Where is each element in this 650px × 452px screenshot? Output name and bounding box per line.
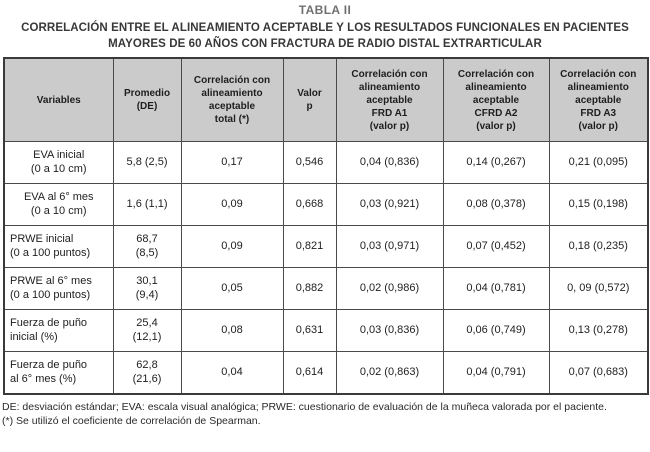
cell-variable: PRWE inicial (0 a 100 puntos) <box>3 225 114 268</box>
table-row-eva-6-mes: EVA al 6° mes (0 a 10 cm) 1,6 (1,1) 0,09… <box>3 183 649 226</box>
cell-valor-p: 0,546 <box>282 141 337 184</box>
table-body: EVA inicial (0 a 10 cm) 5,8 (2,5) 0,17 0… <box>3 141 649 395</box>
table-row-eva-inicial: EVA inicial (0 a 10 cm) 5,8 (2,5) 0,17 0… <box>3 141 649 184</box>
cell-frd-a1: 0,02 (0,863) <box>335 351 444 395</box>
cell-valor-p: 0,821 <box>282 225 337 268</box>
column-header-cfrd-a2: Correlación con alineamiento aceptable C… <box>442 57 550 142</box>
column-header-correlacion-total: Correlación con alineamiento aceptable t… <box>180 57 284 142</box>
table-number-label: TABLA II <box>298 3 352 17</box>
cell-correlacion-total: 0,17 <box>180 141 284 184</box>
column-header-frd-a1: Correlación con alineamiento aceptable F… <box>335 57 444 142</box>
table-row-fuerza-6-mes: Fuerza de puño al 6° mes (%) 62,8 (21,6)… <box>3 351 649 395</box>
cell-promedio: 5,8 (2,5) <box>112 141 182 184</box>
cell-promedio: 1,6 (1,1) <box>112 183 182 226</box>
correlation-table: Variables Promedio (DE) Correlación con … <box>3 57 649 395</box>
column-header-variables: Variables <box>3 57 114 142</box>
footnotes-block: DE: desviación estándar; EVA: escala vis… <box>2 401 648 428</box>
cell-cfrd-a2: 0,08 (0,378) <box>442 183 550 226</box>
cell-frd-a1: 0,03 (0,836) <box>335 309 444 352</box>
cell-correlacion-total: 0,09 <box>180 225 284 268</box>
cell-frd-a1: 0,03 (0,971) <box>335 225 444 268</box>
cell-cfrd-a2: 0,04 (0,781) <box>442 267 550 310</box>
cell-variable: EVA inicial (0 a 10 cm) <box>3 141 114 184</box>
cell-frd-a1: 0,02 (0,986) <box>335 267 444 310</box>
footnote-abbreviations: DE: desviación estándar; EVA: escala vis… <box>2 401 607 413</box>
column-header-valor-p: Valor p <box>282 57 337 142</box>
cell-promedio: 68,7 (8,5) <box>112 225 182 268</box>
footnote-spearman: (*) Se utilizó el coeficiente de correla… <box>2 414 261 427</box>
cell-variable: Fuerza de puño al 6° mes (%) <box>3 351 114 395</box>
cell-frd-a1: 0,03 (0,921) <box>335 183 444 226</box>
cell-frd-a3: 0,07 (0,683) <box>548 351 649 395</box>
cell-variable: EVA al 6° mes (0 a 10 cm) <box>3 183 114 226</box>
cell-frd-a3: 0,15 (0,198) <box>548 183 649 226</box>
title-block: TABLA II CORRELACIÓN ENTRE EL ALINEAMIEN… <box>0 0 650 52</box>
table-row-prwe-6-mes: PRWE al 6° mes (0 a 100 puntos) 30,1 (9,… <box>3 267 649 310</box>
column-header-frd-a3: Correlación con alineamiento aceptable F… <box>548 57 649 142</box>
cell-cfrd-a2: 0,07 (0,452) <box>442 225 550 268</box>
cell-valor-p: 0,614 <box>282 351 337 395</box>
cell-correlacion-total: 0,09 <box>180 183 284 226</box>
cell-valor-p: 0,631 <box>282 309 337 352</box>
header-row: Variables Promedio (DE) Correlación con … <box>3 57 649 142</box>
cell-correlacion-total: 0,04 <box>180 351 284 395</box>
cell-variable: Fuerza de puño inicial (%) <box>3 309 114 352</box>
cell-cfrd-a2: 0,04 (0,791) <box>442 351 550 395</box>
cell-promedio: 30,1 (9,4) <box>112 267 182 310</box>
table-header: Variables Promedio (DE) Correlación con … <box>3 57 649 142</box>
cell-promedio: 25,4 (12,1) <box>112 309 182 352</box>
cell-correlacion-total: 0,05 <box>180 267 284 310</box>
table-title: CORRELACIÓN ENTRE EL ALINEAMIENTO ACEPTA… <box>21 22 629 50</box>
cell-valor-p: 0,668 <box>282 183 337 226</box>
cell-valor-p: 0,882 <box>282 267 337 310</box>
column-header-promedio: Promedio (DE) <box>112 57 182 142</box>
table-row-fuerza-inicial: Fuerza de puño inicial (%) 25,4 (12,1) 0… <box>3 309 649 352</box>
cell-cfrd-a2: 0,14 (0,267) <box>442 141 550 184</box>
cell-frd-a3: 0,13 (0,278) <box>548 309 649 352</box>
cell-frd-a3: 0,21 (0,095) <box>548 141 649 184</box>
cell-frd-a3: 0,18 (0,235) <box>548 225 649 268</box>
cell-frd-a1: 0,04 (0,836) <box>335 141 444 184</box>
cell-promedio: 62,8 (21,6) <box>112 351 182 395</box>
cell-frd-a3: 0, 09 (0,572) <box>548 267 649 310</box>
cell-variable: PRWE al 6° mes (0 a 100 puntos) <box>3 267 114 310</box>
cell-cfrd-a2: 0,06 (0,749) <box>442 309 550 352</box>
table-row-prwe-inicial: PRWE inicial (0 a 100 puntos) 68,7 (8,5)… <box>3 225 649 268</box>
cell-correlacion-total: 0,08 <box>180 309 284 352</box>
